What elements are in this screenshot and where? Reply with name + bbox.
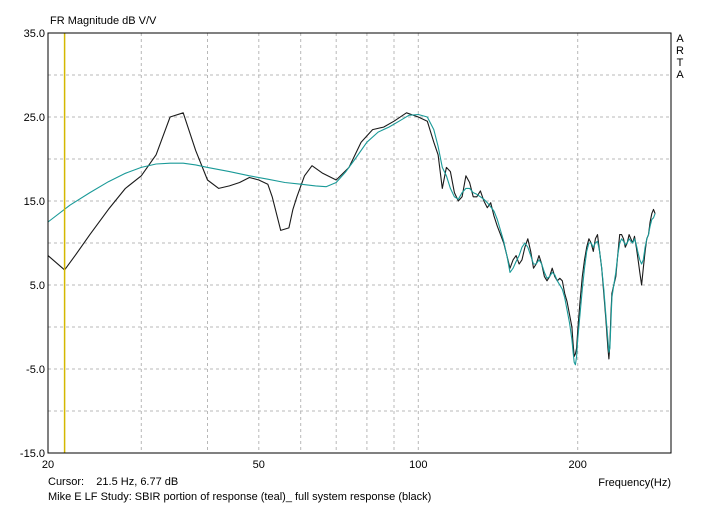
y-tick-label: 5.0 bbox=[30, 280, 45, 292]
watermark-letter: A bbox=[676, 69, 684, 81]
x-tick-label: 50 bbox=[253, 459, 265, 471]
sbir-response-line bbox=[47, 113, 656, 366]
y-tick-label: 15.0 bbox=[24, 196, 45, 208]
tick-labels: 35.0 25.0 15.0 5.0 -5.0 -15.020 50 100 200 bbox=[20, 28, 587, 471]
y-tick-label: 25.0 bbox=[24, 112, 45, 124]
y-tick-label: 35.0 bbox=[24, 28, 45, 40]
x-tick-label: 100 bbox=[409, 459, 427, 471]
cursor-label: Cursor: bbox=[48, 476, 85, 488]
x-tick-label: 200 bbox=[569, 459, 587, 471]
watermark-letter: R bbox=[676, 45, 684, 57]
y-tick-label: -5.0 bbox=[26, 364, 45, 376]
watermark-letter: T bbox=[677, 57, 684, 69]
chart-caption: Mike E LF Study: SBIR portion of respons… bbox=[48, 491, 432, 503]
series-lines bbox=[47, 112, 656, 366]
x-tick-label: 20 bbox=[42, 459, 54, 471]
cursor-value: 21.5 Hz, 6.77 dB bbox=[96, 476, 179, 488]
x-axis-label: Frequency(Hz) bbox=[598, 477, 671, 489]
y-tick-label: -15.0 bbox=[20, 448, 45, 460]
plot-frame bbox=[47, 32, 672, 454]
chart-title: FR Magnitude dB V/V bbox=[50, 15, 157, 27]
watermark-letter: A bbox=[676, 33, 684, 45]
cursor-readout: Cursor: 21.5 Hz, 6.77 dB bbox=[48, 476, 178, 488]
